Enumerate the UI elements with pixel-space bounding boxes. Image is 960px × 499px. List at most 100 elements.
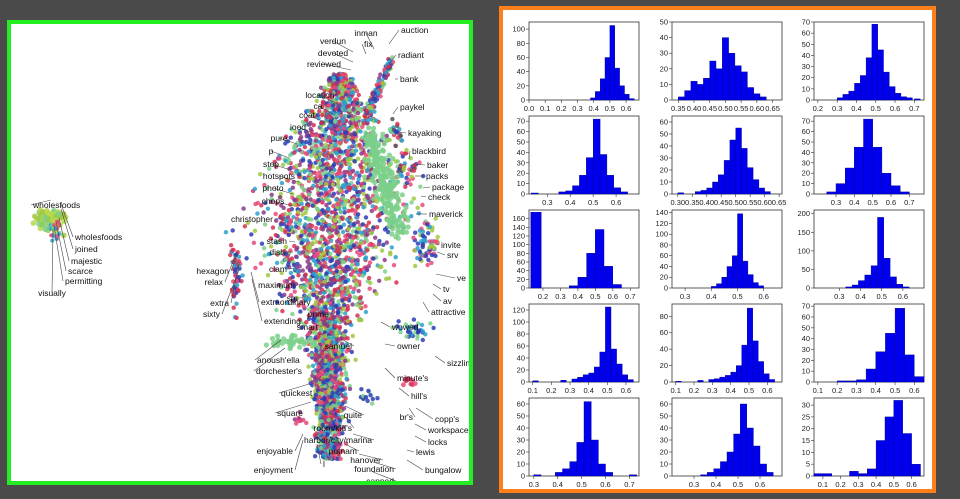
annotation-label: anoush'ella: [257, 355, 300, 365]
histogram-bar: [594, 366, 601, 383]
annotation-label: attractive: [431, 307, 466, 317]
histogram-bar: [741, 148, 748, 195]
scatter-point: [334, 230, 340, 235]
y-tick-label: 40: [517, 67, 525, 76]
histogram-bar: [837, 380, 848, 383]
scatter-point: [350, 144, 355, 149]
scatter-point: [328, 153, 334, 158]
y-tick-label: 10: [802, 179, 810, 188]
scatter-point: [394, 179, 400, 185]
scatter-point: [330, 130, 335, 135]
y-tick-label: 10: [660, 178, 668, 187]
scatter-point: [325, 323, 330, 329]
scatter-point: [317, 170, 322, 175]
scatter-point: [379, 147, 386, 153]
x-tick-label: 0.5: [889, 480, 899, 489]
scatter-point: [301, 158, 306, 163]
scatter-point: [277, 156, 282, 161]
x-tick-label: 0.3: [707, 386, 717, 395]
scatter-point: [360, 273, 366, 278]
scatter-point: [386, 190, 392, 196]
scatter-point: [338, 140, 343, 145]
scatter-point: [288, 293, 294, 298]
scatter-point: [337, 401, 342, 406]
annotation-leader: [384, 367, 396, 379]
scatter-point: [323, 174, 328, 179]
scatter-point: [296, 303, 301, 308]
scatter-point: [342, 185, 347, 190]
scatter-point: [306, 313, 312, 318]
histogram-bar: [614, 67, 620, 101]
annotation-label: package: [432, 182, 464, 192]
scatter-point: [302, 175, 307, 181]
scatter-point: [423, 253, 429, 259]
scatter-point: [326, 417, 331, 423]
y-tick-label: 140: [655, 208, 668, 217]
scatter-point: [314, 295, 320, 300]
scatter-point: [320, 112, 325, 118]
scatter-point: [262, 253, 267, 258]
scatter-point: [342, 303, 347, 308]
y-tick-label: 20: [660, 166, 668, 175]
scatter-point: [353, 266, 359, 271]
annotation-label: hotspots: [263, 171, 295, 181]
scatter-point: [299, 240, 304, 246]
histogram-bar: [595, 91, 601, 101]
scatter-point: [365, 158, 371, 164]
scatter-point: [355, 250, 360, 255]
scatter-point: [389, 208, 395, 214]
scatter-point: [332, 288, 338, 294]
annotation-label: locks: [428, 437, 447, 447]
scatter-point: [431, 325, 436, 331]
scatter-point: [384, 240, 389, 245]
scatter-point: [315, 184, 320, 189]
scatter-point: [359, 145, 364, 150]
scatter-point: [345, 185, 351, 190]
scatter-point: [321, 295, 326, 300]
scatter-point: [313, 154, 319, 160]
scatter-point: [345, 232, 350, 238]
scatter-point: [391, 212, 397, 219]
annotation-label: christopher: [231, 214, 273, 224]
scatter-point: [318, 237, 324, 242]
scatter-point: [272, 159, 277, 164]
histogram-bar: [753, 445, 761, 477]
scatter-point: [412, 163, 417, 168]
scatter-point: [332, 429, 338, 435]
scatter-point: [297, 344, 303, 350]
y-tick-label: 40: [660, 345, 668, 354]
annotation-label: extraordinary: [261, 297, 311, 307]
scatter-point: [288, 202, 293, 207]
scatter-point: [333, 320, 338, 325]
scatter-point: [34, 216, 40, 222]
histogram-bar: [877, 49, 884, 101]
annotation-label: bank: [400, 74, 419, 84]
scatter-point: [344, 372, 349, 378]
scatter-point: [289, 256, 295, 261]
scatter-point: [320, 127, 325, 133]
annotation-leader: [406, 449, 415, 453]
scatter-point: [324, 378, 330, 383]
scatter-point: [335, 134, 341, 140]
histogram-bar: [590, 97, 596, 101]
scatter-point: [367, 260, 373, 265]
scatter-point: [311, 183, 316, 188]
scatter-point: [331, 75, 336, 80]
scatter-point: [359, 165, 364, 170]
y-tick-label: 140: [512, 223, 525, 232]
scatter-point: [338, 456, 343, 461]
scatter-point: [301, 121, 307, 126]
x-tick-label: 0.4: [583, 386, 593, 395]
scatter-point: [355, 189, 360, 195]
histogram-bar: [612, 284, 622, 289]
x-tick-label: 0.5: [890, 386, 900, 395]
scatter-point: [316, 373, 321, 378]
histogram-bar: [746, 307, 753, 383]
scatter-point: [314, 239, 319, 245]
scatter-point: [335, 390, 340, 395]
scatter-point: [318, 290, 323, 295]
scatter-point: [330, 378, 335, 383]
histogram-bar: [604, 57, 611, 101]
scatter-point: [335, 81, 340, 86]
